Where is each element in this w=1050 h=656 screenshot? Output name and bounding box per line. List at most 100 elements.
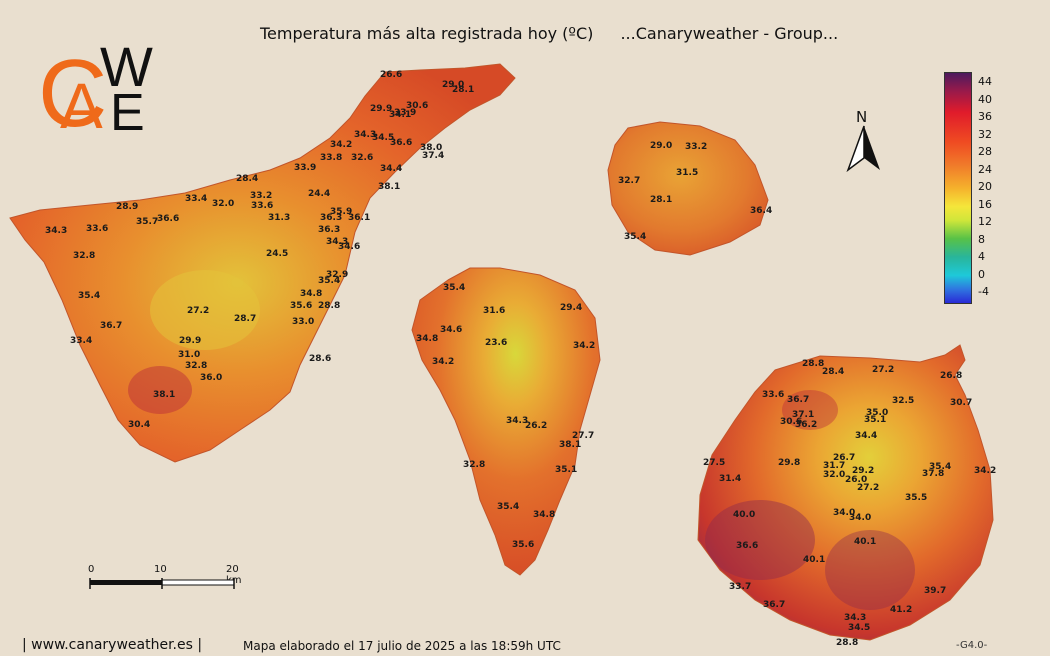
- gran-canaria-temperature-label: 40.1: [803, 555, 826, 565]
- tenerife-temperature-label: 33.9: [294, 163, 317, 173]
- footer-caption: Mapa elaborado el 17 julio de 2025 a las…: [243, 639, 561, 653]
- tenerife-temperature-label: 38.1: [378, 182, 401, 192]
- tenerife-temperature-label: 29.9: [370, 104, 393, 114]
- gran-canaria-temperature-label: 34.5: [848, 623, 871, 633]
- gran-canaria-temperature-label: 33.6: [762, 390, 785, 400]
- tenerife-temperature-label: 34.1: [389, 110, 412, 120]
- la-palma-temperature-label: 32.8: [463, 460, 486, 470]
- tenerife-temperature-label: 28.1: [452, 85, 475, 95]
- gran-canaria-temperature-label: 36.7: [763, 600, 786, 610]
- tenerife-temperature-label: 34.8: [300, 289, 323, 299]
- la-gomera-temperature-label: 33.2: [685, 142, 708, 152]
- gran-canaria-temperature-label: 41.2: [890, 605, 913, 615]
- legend-label: 4: [978, 250, 985, 263]
- la-palma-temperature-label: 35.4: [497, 502, 520, 512]
- gran-canaria-temperature-label: 36.7: [787, 395, 810, 405]
- legend-label: 40: [978, 92, 992, 106]
- legend-label: 24: [978, 162, 992, 176]
- tenerife-temperature-label: 33.4: [185, 194, 208, 204]
- la-palma-temperature-label: 29.4: [560, 303, 583, 313]
- gran-canaria-temperature-label: 36.6: [736, 541, 759, 551]
- la-palma-island: [411, 267, 601, 576]
- tenerife-temperature-label: 32.8: [73, 251, 96, 261]
- scale-label-0: 0: [88, 564, 95, 575]
- tenerife-temperature-label: 28.7: [234, 314, 257, 324]
- tenerife-temperature-label: 36.0: [200, 373, 223, 383]
- la-palma-temperature-label: 34.2: [432, 357, 455, 367]
- gran-canaria-temperature-label: 35.0: [866, 408, 889, 418]
- tenerife-temperature-label: 33.6: [86, 224, 109, 234]
- legend-label: 28: [978, 145, 992, 158]
- tenerife-temperature-label: 33.2: [250, 191, 273, 201]
- map-title: Temperatura más alta registrada hoy (ºC)…: [260, 24, 838, 43]
- tenerife-temperature-label: 28.4: [236, 174, 259, 184]
- tenerife-temperature-label: 36.3: [320, 213, 343, 223]
- tenerife-temperature-label: 34.4: [380, 164, 403, 174]
- tenerife-temperature-label: 34.5: [372, 133, 395, 143]
- tenerife-temperature-label: 36.3: [318, 225, 341, 235]
- footer-website[interactable]: | www.canaryweather.es |: [22, 637, 203, 653]
- la-gomera-island: [607, 121, 769, 256]
- temperature-legend: 44 40 36 32 28 24 20 16 12 8 4 0 -4: [944, 72, 1024, 307]
- tenerife-temperature-label: 35.4: [318, 276, 341, 286]
- hot-zone-gc-n: [782, 390, 838, 430]
- la-palma-temperature-label: 38.1: [559, 440, 582, 450]
- tenerife-temperature-label: 37.4: [422, 151, 445, 161]
- north-label: N: [856, 108, 868, 126]
- gran-canaria-temperature-label: 26.8: [940, 371, 963, 381]
- tenerife-temperature-label: 28.8: [318, 301, 341, 311]
- gran-canaria-temperature-label: 32.0: [823, 470, 846, 480]
- gran-canaria-temperature-label: 34.0: [833, 508, 856, 518]
- tenerife-temperature-label: 34.2: [330, 140, 353, 150]
- legend-label: 44: [978, 75, 992, 88]
- legend-label: 20: [978, 180, 992, 193]
- gran-canaria-temperature-label: 37.1: [792, 410, 815, 420]
- tenerife-temperature-label: 29.0: [442, 80, 465, 90]
- tenerife-temperature-label: 35.7: [136, 217, 159, 227]
- north-arrow-icon: [846, 125, 880, 173]
- tenerife-temperature-label: 26.6: [380, 70, 403, 80]
- tenerife-temperature-label: 28.6: [309, 354, 332, 364]
- hot-zone-gc-s: [825, 530, 915, 610]
- gran-canaria-temperature-label: 34.3: [844, 613, 867, 623]
- tenerife-temperature-label: 36.1: [348, 213, 371, 223]
- teide-zone: [150, 270, 260, 350]
- la-palma-temperature-label: 34.6: [440, 325, 463, 335]
- canaryweather-logo: C A W E: [38, 35, 178, 147]
- la-gomera-temperature-label: 31.5: [676, 168, 699, 178]
- legend-label: 0: [978, 267, 985, 281]
- la-palma-temperature-label: 27.7: [572, 431, 595, 441]
- gran-canaria-island: [697, 344, 994, 641]
- tenerife-temperature-label: 24.4: [308, 189, 331, 199]
- gran-canaria-temperature-label: 35.5: [905, 493, 928, 503]
- gran-canaria-temperature-label: 29.8: [778, 458, 801, 468]
- gran-canaria-temperature-label: 34.0: [849, 513, 872, 523]
- legend-label: 8: [978, 232, 985, 246]
- la-palma-temperature-label: 34.8: [533, 510, 556, 520]
- gran-canaria-temperature-label: 35.1: [864, 415, 887, 425]
- la-palma-temperature-label: 34.8: [416, 334, 439, 344]
- gran-canaria-temperature-label: 33.7: [729, 582, 752, 592]
- tenerife-temperature-label: 33.8: [320, 153, 343, 163]
- tenerife-temperature-label: 30.4: [128, 420, 151, 430]
- gran-canaria-temperature-label: 35.4: [929, 462, 952, 472]
- legend-label: 16: [978, 197, 992, 211]
- gran-canaria-temperature-label: 27.2: [872, 365, 895, 375]
- tenerife-island: [9, 63, 516, 463]
- title-text: Temperatura más alta registrada hoy (ºC): [260, 24, 594, 43]
- tenerife-temperature-label: 31.3: [268, 213, 291, 223]
- tenerife-temperature-label: 33.4: [70, 336, 93, 346]
- group-text: ...Canaryweather - Group...: [620, 24, 839, 43]
- tenerife-temperature-label: 38.0: [420, 143, 443, 153]
- legend-label: -4: [978, 285, 989, 298]
- tenerife-temperature-label: 36.6: [390, 138, 413, 148]
- logo-letter-w: W: [100, 38, 153, 98]
- la-gomera-temperature-label: 28.1: [650, 195, 673, 205]
- tenerife-temperature-label: 35.4: [78, 291, 101, 301]
- la-gomera-temperature-label: 32.7: [618, 176, 641, 186]
- logo-letter-e: E: [110, 84, 145, 133]
- legend-label: 32: [978, 127, 992, 141]
- legend-label: 36: [978, 110, 992, 123]
